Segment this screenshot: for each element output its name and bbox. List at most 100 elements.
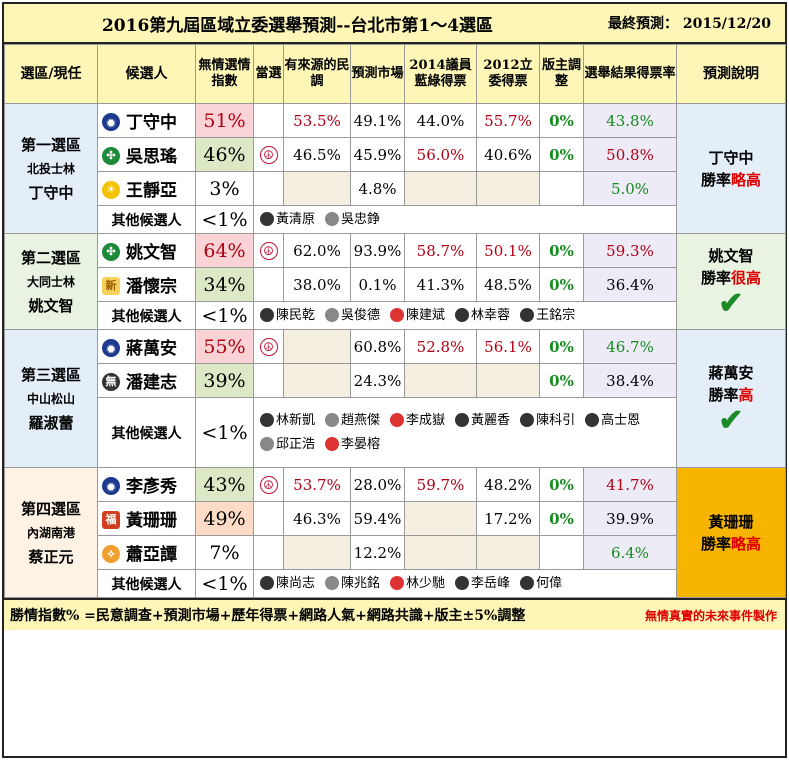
party-logo-icon bbox=[325, 308, 340, 322]
candidate-name: 蔣萬安 bbox=[126, 339, 177, 359]
market-value: 0.1% bbox=[358, 275, 397, 294]
poll-value: 46.5% bbox=[293, 145, 341, 164]
prediction-table: 選區/現任 候選人 無情選情指數 當選 有來源的民調 預測市場 2014議員藍綠… bbox=[4, 44, 786, 598]
candidate-name: 黃珊珊 bbox=[126, 511, 177, 531]
y2012-cell: 17.2% bbox=[476, 501, 540, 536]
win-index-value: 34% bbox=[203, 273, 246, 296]
win-index: 34% bbox=[195, 267, 254, 302]
others-row: 其他候選人 <1% 陳尚志 陳兆銘 林少馳 李岳峰 何偉 bbox=[5, 569, 786, 598]
explain-tag: 略高 bbox=[731, 534, 762, 553]
candidate-name-cell: ✹ 蔣萬安 bbox=[97, 329, 196, 364]
district-area: 大同士林 bbox=[26, 274, 75, 289]
party-logo-icon bbox=[260, 308, 274, 322]
adjust-value: 0% bbox=[549, 111, 574, 130]
other-candidate-name: 林少馳 bbox=[406, 575, 446, 591]
adjust-cell bbox=[539, 171, 584, 206]
win-mark: ☮ bbox=[253, 233, 284, 268]
candidate-name-cell: 新潘懷宗 bbox=[97, 267, 196, 302]
win-index-value: 51% bbox=[203, 109, 246, 132]
other-candidate-name: 李成嶽 bbox=[406, 412, 446, 428]
header-district: 選區/現任 bbox=[4, 44, 98, 104]
poll-cell: 53.5% bbox=[283, 103, 351, 138]
explain-who: 姚文智 bbox=[708, 246, 754, 265]
other-candidate-name: 李岳峰 bbox=[471, 575, 511, 591]
y2012-cell bbox=[476, 535, 540, 570]
result-cell: 39.9% bbox=[583, 501, 677, 536]
council-cell bbox=[404, 535, 477, 570]
explain-tag: 高 bbox=[738, 385, 754, 404]
council-cell: 41.3% bbox=[404, 267, 477, 302]
party-logo-icon bbox=[325, 437, 340, 451]
y2012-cell bbox=[476, 171, 540, 206]
party-logo-icon bbox=[520, 576, 535, 590]
adjust-cell: 0% bbox=[539, 267, 584, 302]
other-candidate-name: 高士恩 bbox=[601, 412, 641, 428]
other-candidate: 陳兆銘 bbox=[325, 572, 380, 596]
adjust-cell: 0% bbox=[539, 137, 584, 172]
candidate-name-cell: 無潘建志 bbox=[97, 363, 196, 398]
header-index: 無情選情指數 bbox=[195, 44, 254, 104]
district-area: 內湖南港 bbox=[26, 525, 75, 540]
district-name: 第二選區 bbox=[20, 248, 81, 267]
candidate-name: 吳思瑤 bbox=[126, 147, 177, 167]
market-cell: 49.1% bbox=[350, 103, 405, 138]
others-index: <1% bbox=[195, 569, 254, 598]
candidate-name-cell: ✹ 丁守中 bbox=[97, 103, 196, 138]
header-row: 選區/現任 候選人 無情選情指數 當選 有來源的民調 預測市場 2014議員藍綠… bbox=[4, 44, 786, 104]
party-logo-icon bbox=[390, 308, 405, 322]
others-row: 其他候選人 <1% 黃清原 吳忠錚 bbox=[5, 205, 786, 234]
footer-credit: 無情真實的未來事件製作 bbox=[644, 608, 777, 623]
other-candidate-name: 何偉 bbox=[536, 575, 563, 591]
others-row: 其他候選人 <1% 林新凱 趙燕傑 李成嶽 黃麗香 陳科引 高士恩邱正浩 李晏榕 bbox=[5, 397, 786, 468]
y2012-cell: 48.2% bbox=[476, 467, 540, 502]
poll-value: 53.5% bbox=[293, 111, 341, 130]
district-cell: 第二選區 大同士林 姚文智 bbox=[4, 233, 98, 330]
y2012-value: 17.2% bbox=[484, 509, 532, 528]
council-value: 41.3% bbox=[416, 275, 465, 294]
candidate-name-cell: 福黃珊珊 bbox=[97, 501, 196, 536]
market-value: 45.9% bbox=[353, 145, 402, 164]
district-area: 中山松山 bbox=[26, 391, 75, 406]
market-value: 24.3% bbox=[353, 371, 402, 390]
poll-cell bbox=[283, 363, 351, 398]
party-logo-icon bbox=[455, 576, 470, 590]
council-value: 56.0% bbox=[416, 145, 465, 164]
poll-cell: 62.0% bbox=[283, 233, 351, 268]
others-list: 黃清原 吳忠錚 bbox=[253, 205, 677, 234]
result-value: 50.8% bbox=[606, 145, 654, 164]
win-index: 64% bbox=[195, 233, 254, 268]
page-title: 2016第九屆區域立委選舉預測--台北市第1～4選區 bbox=[101, 15, 494, 36]
others-list: 陳尚志 陳兆銘 林少馳 李岳峰 何偉 bbox=[253, 569, 677, 598]
y2012-value: 56.1% bbox=[484, 337, 532, 356]
others-label: 其他候選人 bbox=[97, 301, 196, 330]
final-label: 最終預測： bbox=[607, 16, 678, 32]
other-candidate-name: 林幸蓉 bbox=[471, 307, 511, 323]
other-candidate: 邱正浩 bbox=[260, 433, 315, 457]
header-poll: 有來源的民調 bbox=[283, 44, 351, 104]
council-cell: 59.7% bbox=[404, 467, 477, 502]
win-index-value: 43% bbox=[203, 473, 246, 496]
candidate-row: 第四選區 內湖南港 蔡正元 ✹ 李彥秀 43% ☮ 53.7% 28.0% 59.7% 48.2… bbox=[4, 467, 786, 598]
party-logo-icon bbox=[520, 308, 535, 322]
party-logo-icon bbox=[455, 308, 470, 322]
party-logo-icon: ✣ bbox=[102, 146, 120, 165]
poll-value: 62.0% bbox=[293, 241, 341, 260]
party-logo-icon: 福 bbox=[102, 510, 120, 529]
party-logo-icon: ⟡ bbox=[102, 544, 120, 563]
adjust-cell: 0% bbox=[539, 329, 584, 364]
market-value: 93.9% bbox=[353, 241, 402, 260]
other-candidate: 吳俊德 bbox=[325, 304, 380, 328]
explain-pre: 勝率 bbox=[700, 534, 731, 553]
party-logo-icon: 新 bbox=[102, 276, 120, 295]
candidate-name: 李彥秀 bbox=[126, 477, 177, 497]
council-value: 59.7% bbox=[416, 475, 465, 494]
header-win: 當選 bbox=[253, 44, 284, 104]
explain-text: 勝率很高 bbox=[678, 267, 785, 289]
poll-cell bbox=[283, 171, 351, 206]
poll-cell: 46.5% bbox=[283, 137, 351, 172]
explain-tag: 略高 bbox=[731, 170, 762, 189]
result-value: 46.7% bbox=[606, 337, 654, 356]
win-index: 43% bbox=[195, 467, 254, 502]
result-cell: 59.3% bbox=[583, 233, 677, 268]
market-value: 60.8% bbox=[353, 337, 402, 356]
